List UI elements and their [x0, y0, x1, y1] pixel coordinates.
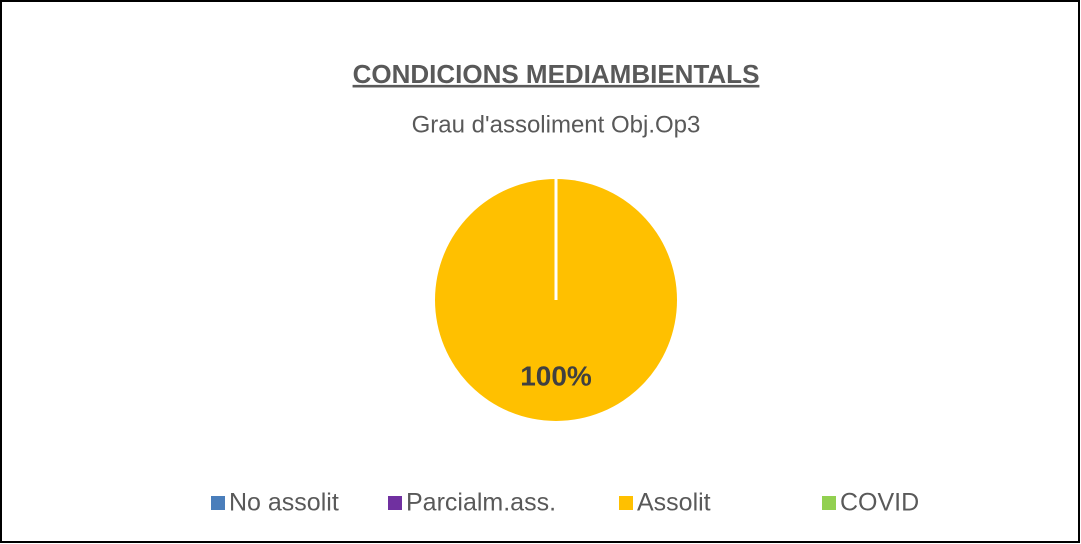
legend-swatch — [211, 496, 225, 510]
chart-title: CONDICIONS MEDIAMBIENTALS — [353, 59, 760, 89]
legend-label: Assolit — [637, 489, 711, 517]
data-label: 100% — [520, 360, 592, 391]
legend-swatch — [619, 496, 633, 510]
chart-subtitle: Grau d'assoliment Obj.Op3 — [412, 111, 701, 138]
legend-label: No assolit — [229, 489, 339, 517]
legend-swatch — [822, 496, 836, 510]
legend-label: COVID — [840, 489, 919, 517]
legend-swatch — [388, 496, 402, 510]
legend-label: Parcialm.ass. — [406, 489, 556, 517]
